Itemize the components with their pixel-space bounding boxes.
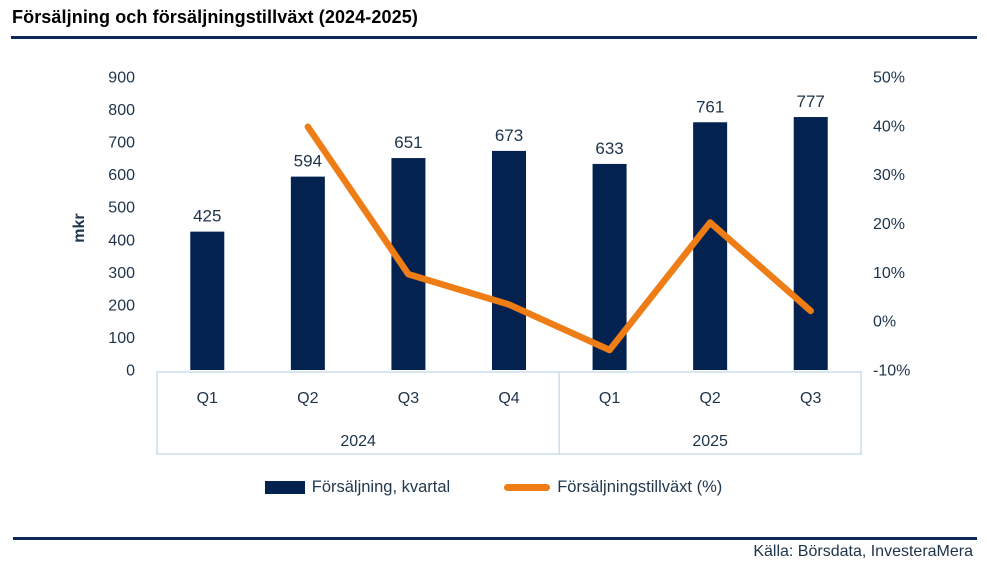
bar-series-swatch [264,481,305,494]
footer-divider [13,537,977,540]
bar-value-label: 594 [294,152,322,171]
right-axis-tick: 20% [873,216,905,233]
quarter-label: Q3 [398,390,419,407]
year-label: 2024 [340,433,376,450]
quarter-label: Q1 [197,390,218,407]
left-axis-tick: 500 [108,200,135,217]
left-axis-unit-label: mkr [71,213,88,242]
bar-value-label: 777 [797,92,825,111]
chart-legend: Försäljning, kvartal Försäljningstillväx… [0,478,987,497]
line-series-swatch [504,484,551,491]
quarter-label: Q4 [498,390,519,407]
bar-value-label: 425 [193,207,221,226]
right-axis-tick: 30% [873,167,905,184]
quarter-label: Q2 [699,390,720,407]
legend-item-sales: Försäljning, kvartal [264,478,451,497]
legend-item-growth: Försäljningstillväxt (%) [504,478,722,497]
left-axis-tick: 300 [108,265,135,282]
category-axis-box [156,371,862,455]
right-axis-tick: -10% [873,363,910,380]
left-axis-tick: 100 [108,330,135,347]
quarter-label: Q1 [599,390,620,407]
bar-value-label: 651 [394,133,422,152]
legend-label-growth: Försäljningstillväxt (%) [557,478,723,496]
right-axis-tick: 10% [873,265,905,282]
right-axis-tick: 50% [873,70,905,87]
bar-value-label: 633 [595,139,623,158]
quarter-label: Q2 [297,390,318,407]
sales-bar [793,117,828,370]
growth-line [304,123,814,354]
year-label: 2025 [692,433,728,450]
right-axis-tick: 0% [873,314,896,331]
bar-value-label: 673 [495,126,523,145]
left-axis-tick: 900 [108,70,135,87]
legend-label-sales: Försäljning, kvartal [311,478,451,496]
left-axis-tick: 0 [126,363,135,380]
bar-value-label: 761 [696,97,724,116]
left-axis-tick: 600 [108,167,135,184]
chart-title: Försäljning och försäljningstillväxt (20… [12,7,418,27]
sales-bar [391,158,426,370]
sales-bar [492,150,526,370]
left-axis-tick: 800 [108,102,135,119]
title-divider [11,36,977,39]
left-axis-tick: 400 [108,232,135,249]
sales-bar [693,122,728,370]
source-attribution: Källa: Börsdata, InvesteraMera [753,543,973,560]
left-axis-tick: 200 [108,297,135,314]
sales-bar [190,231,225,370]
left-axis-tick: 700 [108,135,135,152]
quarter-label: Q3 [800,390,821,407]
sales-bar [290,176,325,370]
right-axis-tick: 40% [873,118,905,135]
